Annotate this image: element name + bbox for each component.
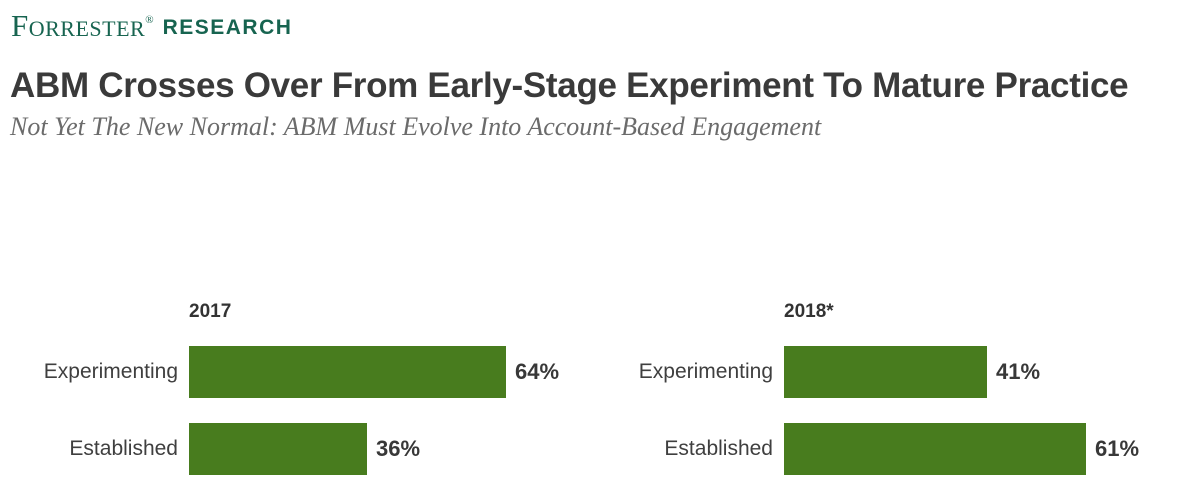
category-label: Established: [69, 437, 178, 460]
bar-2017-experimenting: [189, 346, 506, 398]
chart-2018: 2018* Experimenting 41% Established 61%: [595, 302, 1185, 500]
registered-trademark-mark: ®: [145, 14, 154, 26]
value-label: 64%: [515, 359, 560, 384]
forrester-logo: Forrester® RESEARCH: [11, 8, 292, 44]
category-label: Experimenting: [638, 360, 773, 383]
bar-2018-established: [784, 423, 1086, 475]
chart-2017-row-established: Established 36%: [0, 423, 590, 475]
chart-2017-row-experimenting: Experimenting 64%: [0, 346, 590, 398]
chart-2017-title: 2017: [189, 301, 232, 322]
research-wordmark: RESEARCH: [162, 16, 293, 39]
bar-2018-experimenting: [784, 346, 987, 398]
forrester-wordmark: Forrester: [11, 8, 146, 43]
category-label: Established: [664, 437, 773, 460]
chart-2017: 2017 Experimenting 64% Established 36%: [0, 302, 590, 500]
value-label: 61%: [1095, 436, 1140, 461]
bar-2017-established: [189, 423, 367, 475]
value-label: 36%: [376, 436, 421, 461]
page-subtitle: Not Yet The New Normal: ABM Must Evolve …: [10, 112, 822, 141]
chart-2018-title: 2018*: [784, 301, 834, 322]
chart-2018-row-established: Established 61%: [595, 423, 1185, 475]
page-title: ABM Crosses Over From Early-Stage Experi…: [10, 66, 1129, 105]
value-label: 41%: [996, 359, 1041, 384]
chart-2018-row-experimenting: Experimenting 41%: [595, 346, 1185, 398]
category-label: Experimenting: [43, 360, 178, 383]
